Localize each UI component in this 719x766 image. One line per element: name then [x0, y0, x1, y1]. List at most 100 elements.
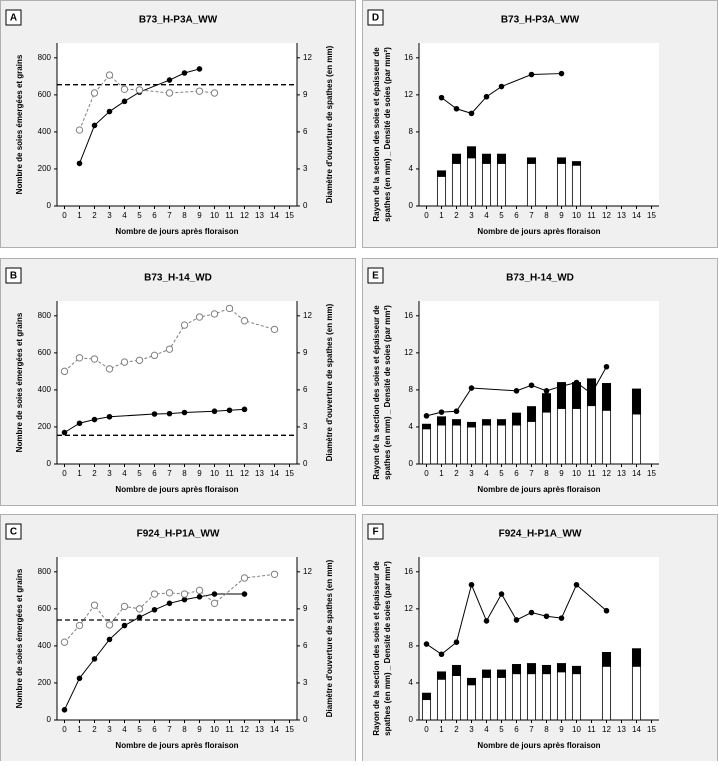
data-point [91, 656, 98, 662]
data-point [196, 594, 203, 600]
data-point [75, 354, 84, 362]
y2-tick-label: 9 [303, 604, 308, 613]
y-tick-label: 16 [404, 567, 413, 576]
data-point [195, 87, 204, 95]
bar-segment [496, 424, 507, 465]
x-tick-label: 6 [152, 211, 157, 220]
panel-letter: A [10, 13, 17, 24]
bar-segment [466, 146, 477, 159]
bar-segment [451, 162, 462, 207]
x-tick-label: 7 [167, 211, 172, 220]
data-point [135, 356, 144, 364]
bar-segment [481, 424, 492, 465]
bar-segment [481, 676, 492, 721]
data-point [166, 410, 173, 417]
bar-segment [541, 664, 552, 675]
data-point [121, 622, 128, 629]
panel-letter: B [10, 271, 17, 282]
x-axis-label: Nombre de jours après floraison [477, 485, 600, 494]
y-tick-label: 8 [409, 641, 414, 650]
panel-letter-box [5, 523, 22, 540]
y-tick-label: 8 [409, 385, 414, 394]
data-point [166, 77, 173, 83]
y2-tick-label: 0 [303, 459, 308, 468]
panel-letter-box [367, 9, 384, 26]
y-tick-label: 800 [38, 567, 52, 576]
data-point [121, 98, 128, 105]
y-tick-label: 16 [404, 311, 413, 320]
data-point [165, 89, 174, 97]
data-point [105, 365, 114, 373]
x-tick-label: 14 [632, 469, 641, 478]
bar-segment [556, 162, 567, 207]
x-tick-label: 11 [225, 211, 234, 220]
data-point [270, 570, 279, 578]
data-point [588, 390, 595, 397]
x-tick-label: 15 [285, 725, 294, 734]
x-tick-label: 15 [285, 469, 294, 478]
x-tick-label: 11 [225, 469, 234, 478]
x-tick-label: 0 [62, 469, 67, 478]
y-axis-label: Nombre de soies émergées et grains [15, 568, 24, 708]
x-tick-label: 0 [62, 211, 67, 220]
bar-segment [571, 164, 582, 207]
bar-segment [526, 162, 537, 207]
y-tick-label: 600 [38, 90, 52, 99]
x-tick-label: 12 [602, 211, 611, 220]
y2-axis-label: Diamètre d'ouverture de spathes (en mm) [325, 45, 334, 203]
x-tick-label: 0 [424, 725, 429, 734]
y2-tick-label: 6 [303, 127, 308, 136]
bar-segment [421, 699, 432, 721]
data-point [90, 601, 99, 609]
bar-segment [571, 673, 582, 721]
panel: A B73_H-P3A_WW0 1 2 3 4 5 6 7 8 9 10 11 12 13 14 1502004… [0, 0, 356, 248]
bar-segment [526, 406, 537, 422]
x-tick-label: 15 [647, 469, 656, 478]
bar-segment [451, 675, 462, 721]
x-tick-label: 2 [92, 725, 97, 734]
bar-segment [436, 671, 447, 680]
x-tick-label: 9 [197, 725, 202, 734]
x-tick-label: 2 [454, 725, 459, 734]
x-tick-label: 4 [122, 469, 127, 478]
x-tick-label: 13 [255, 211, 264, 220]
x-tick-label: 8 [544, 211, 549, 220]
bar-segment [496, 676, 507, 721]
data-point [240, 574, 249, 582]
y-tick-label: 400 [38, 127, 52, 136]
data-point [150, 351, 159, 360]
x-tick-label: 9 [559, 725, 564, 734]
panel: B B73_H-14_WD0 1 2 3 4 5 6 7 8 9 10 11 12 13 14 15020040… [0, 258, 356, 506]
data-point [468, 581, 475, 588]
bar-segment [631, 388, 642, 415]
data-point [76, 675, 83, 682]
bar-segment [526, 420, 537, 465]
data-point [181, 409, 188, 416]
x-tick-label: 14 [270, 211, 279, 220]
panel: F F924_H-P1A_WW0 1 2 3 4 5 6 7 8 9 10 11 12 13 14 150481… [362, 514, 718, 762]
x-tick-label: 9 [559, 469, 564, 478]
x-tick-label: 14 [632, 725, 641, 734]
x-tick-label: 4 [484, 469, 489, 478]
x-tick-label: 13 [617, 211, 626, 220]
data-point [453, 639, 460, 646]
data-point [573, 379, 580, 386]
panel-letter: C [10, 527, 17, 538]
bar-segment [571, 382, 582, 409]
x-tick-label: 5 [137, 211, 142, 220]
data-point [423, 641, 430, 647]
data-point [151, 606, 158, 613]
bar-segment [556, 663, 567, 673]
x-tick-label: 6 [152, 725, 157, 734]
panel-letter-box [5, 9, 22, 26]
data-point [106, 108, 113, 115]
x-tick-label: 2 [454, 469, 459, 478]
x-tick-label: 7 [529, 211, 534, 220]
y-tick-label: 600 [38, 604, 52, 613]
data-point [483, 93, 490, 100]
y-axis-label: Nombre de soies émergées et grains [15, 54, 24, 194]
bar-segment [436, 175, 447, 207]
bar-segment [466, 426, 477, 465]
bar-segment [451, 153, 462, 164]
y2-tick-label: 0 [303, 715, 308, 724]
